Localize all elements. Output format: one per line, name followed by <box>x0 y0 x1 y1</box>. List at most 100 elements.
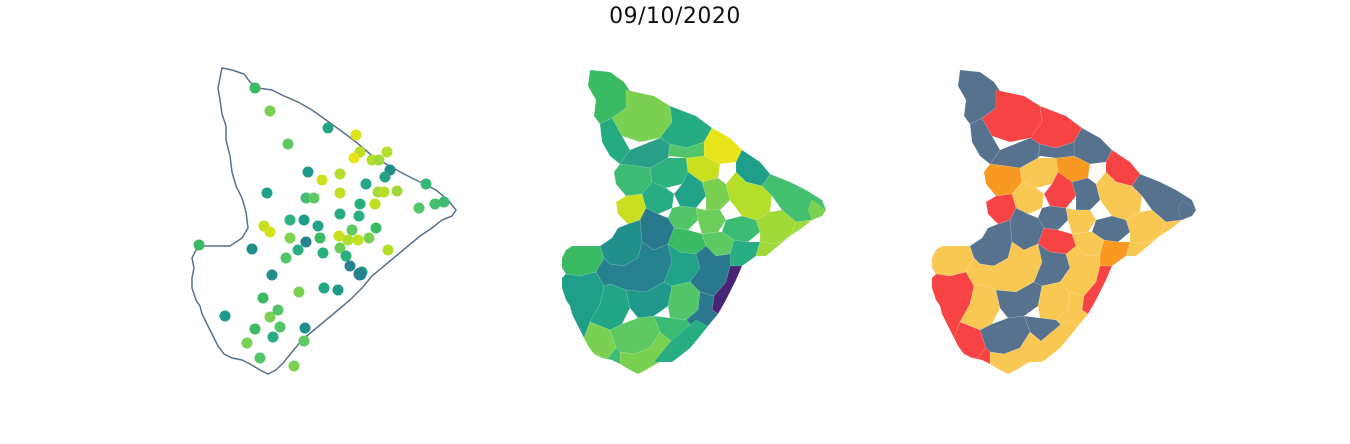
municipality <box>1177 199 1197 221</box>
data-point <box>264 226 276 238</box>
municipality <box>807 199 827 221</box>
data-point <box>284 214 296 226</box>
data-point <box>300 236 312 248</box>
data-point <box>322 122 334 134</box>
data-point <box>249 323 261 335</box>
data-point <box>369 198 381 210</box>
municipality-layer <box>561 69 827 375</box>
data-point <box>342 234 354 246</box>
data-point <box>352 234 364 246</box>
municipality <box>969 117 1001 165</box>
figure-title: 09/10/2020 <box>609 4 741 29</box>
point-layer <box>193 82 450 372</box>
data-point <box>264 105 276 117</box>
data-point <box>264 311 276 323</box>
municipality <box>971 347 991 365</box>
municipality <box>1065 207 1097 235</box>
municipality <box>729 239 761 267</box>
data-point <box>333 230 345 242</box>
data-point <box>318 282 330 294</box>
data-point <box>266 269 278 281</box>
municipality <box>703 127 743 165</box>
data-point <box>378 186 390 198</box>
data-point <box>317 247 329 259</box>
data-point <box>299 322 311 334</box>
municipality <box>1125 219 1183 257</box>
municipality-layer <box>931 69 1197 375</box>
data-point <box>413 202 425 214</box>
data-point <box>334 187 346 199</box>
data-point <box>241 337 253 349</box>
municipality <box>667 141 705 159</box>
data-point <box>298 335 310 347</box>
data-point <box>334 208 346 220</box>
municipality <box>701 177 731 211</box>
data-point <box>280 252 292 264</box>
data-point <box>292 244 304 256</box>
municipality <box>721 215 761 243</box>
municipality <box>1073 127 1113 165</box>
data-point <box>354 198 366 210</box>
data-point <box>219 310 231 322</box>
data-point <box>272 304 284 316</box>
municipality <box>611 89 673 143</box>
data-point <box>282 138 294 150</box>
data-point <box>350 129 362 141</box>
choropleth-categorical-panel <box>920 60 1210 380</box>
data-point <box>300 192 312 204</box>
data-point <box>353 267 367 281</box>
data-point <box>332 284 344 296</box>
choropleth-continuous-map <box>561 69 827 375</box>
municipality <box>601 347 621 365</box>
data-point <box>346 224 358 236</box>
data-point <box>193 239 205 251</box>
municipality <box>1071 177 1101 211</box>
data-point <box>379 171 391 183</box>
choropleth-categorical-map <box>931 69 1197 375</box>
data-point <box>316 174 328 186</box>
municipality <box>1023 319 1079 363</box>
data-point <box>314 232 326 244</box>
data-point <box>429 198 441 210</box>
data-point <box>334 242 346 254</box>
municipality <box>599 117 631 165</box>
municipality <box>755 219 813 257</box>
data-point <box>363 232 375 244</box>
data-point <box>284 232 296 244</box>
data-point <box>340 250 352 262</box>
data-point <box>420 178 432 190</box>
data-point <box>267 331 279 343</box>
municipality <box>1037 141 1075 159</box>
data-point <box>344 260 356 272</box>
data-point <box>249 82 261 94</box>
data-point <box>293 286 305 298</box>
choropleth-continuous-panel <box>550 60 840 380</box>
state-outline <box>191 67 457 375</box>
data-point <box>391 185 403 197</box>
data-point <box>334 168 346 180</box>
data-point <box>360 178 372 190</box>
data-point <box>348 152 360 164</box>
data-point <box>353 210 365 222</box>
point-map-panel <box>180 60 470 380</box>
data-point <box>373 154 385 166</box>
data-point <box>254 352 266 364</box>
municipality <box>1099 239 1131 267</box>
municipality <box>695 207 727 235</box>
data-point <box>382 244 394 256</box>
data-point <box>257 292 269 304</box>
point-map <box>191 67 457 375</box>
data-point <box>438 196 450 208</box>
municipality <box>981 89 1043 143</box>
data-point <box>274 321 286 333</box>
data-point <box>381 146 393 158</box>
data-point <box>298 214 310 226</box>
data-point <box>370 222 382 234</box>
data-point <box>308 192 320 204</box>
municipality <box>1091 215 1131 243</box>
data-point <box>261 187 273 199</box>
data-point <box>302 166 314 178</box>
data-point <box>288 360 300 372</box>
data-point <box>312 220 324 232</box>
data-point <box>246 243 258 255</box>
